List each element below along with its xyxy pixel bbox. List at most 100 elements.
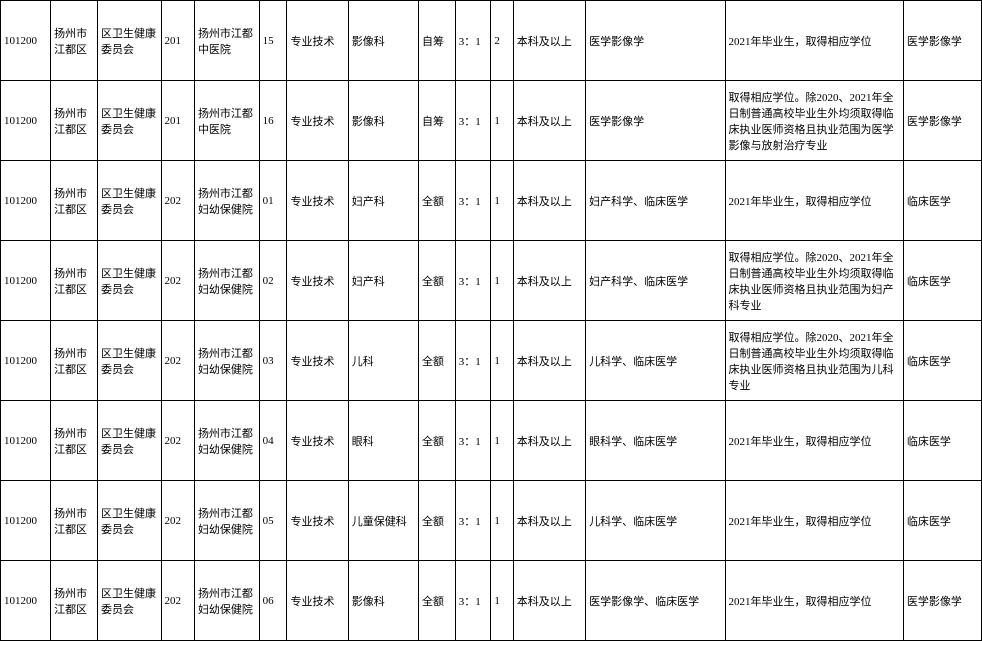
col-edu: 本科及以上	[513, 161, 585, 241]
col-pos-name: 眼科	[348, 401, 418, 481]
col-fund: 全额	[418, 321, 455, 401]
col-region: 扬州市江都区	[51, 161, 98, 241]
col-edu: 本科及以上	[513, 1, 585, 81]
col-pos-type: 专业技术	[287, 241, 348, 321]
col-region: 扬州市江都区	[51, 561, 98, 641]
col-pos-type: 专业技术	[287, 1, 348, 81]
col-dept: 区卫生健康委员会	[97, 481, 161, 561]
col-exam: 临床医学	[903, 241, 981, 321]
col-code: 101200	[1, 321, 51, 401]
col-pos-name: 影像科	[348, 81, 418, 161]
col-fund: 自筹	[418, 1, 455, 81]
col-major: 医学影像学	[586, 81, 725, 161]
col-pos-no: 16	[259, 81, 287, 161]
col-unit-code: 202	[161, 481, 194, 561]
col-count: 1	[491, 321, 513, 401]
col-ratio: 3：1	[455, 81, 491, 161]
col-pos-no: 01	[259, 161, 287, 241]
col-code: 101200	[1, 81, 51, 161]
col-unit-code: 202	[161, 561, 194, 641]
col-exam: 医学影像学	[903, 81, 981, 161]
col-pos-no: 03	[259, 321, 287, 401]
col-unit: 扬州市江都妇幼保健院	[194, 401, 259, 481]
col-other: 2021年毕业生，取得相应学位	[725, 481, 903, 561]
col-fund: 全额	[418, 241, 455, 321]
col-edu: 本科及以上	[513, 81, 585, 161]
col-pos-type: 专业技术	[287, 561, 348, 641]
col-ratio: 3：1	[455, 241, 491, 321]
col-region: 扬州市江都区	[51, 401, 98, 481]
table-row: 101200扬州市江都区区卫生健康委员会201扬州市江都中医院15专业技术影像科…	[1, 1, 982, 81]
col-ratio: 3：1	[455, 561, 491, 641]
col-unit-code: 201	[161, 81, 194, 161]
col-pos-no: 15	[259, 1, 287, 81]
col-exam: 临床医学	[903, 401, 981, 481]
col-exam: 医学影像学	[903, 1, 981, 81]
col-unit: 扬州市江都妇幼保健院	[194, 241, 259, 321]
col-unit-code: 202	[161, 401, 194, 481]
col-unit-code: 202	[161, 321, 194, 401]
col-ratio: 3：1	[455, 481, 491, 561]
col-code: 101200	[1, 1, 51, 81]
col-dept: 区卫生健康委员会	[97, 321, 161, 401]
col-dept: 区卫生健康委员会	[97, 1, 161, 81]
col-edu: 本科及以上	[513, 401, 585, 481]
col-major: 妇产科学、临床医学	[586, 161, 725, 241]
col-pos-name: 影像科	[348, 1, 418, 81]
col-region: 扬州市江都区	[51, 241, 98, 321]
col-fund: 自筹	[418, 81, 455, 161]
col-exam: 临床医学	[903, 161, 981, 241]
col-edu: 本科及以上	[513, 481, 585, 561]
col-pos-no: 04	[259, 401, 287, 481]
col-other: 2021年毕业生，取得相应学位	[725, 161, 903, 241]
col-other: 2021年毕业生，取得相应学位	[725, 561, 903, 641]
col-fund: 全额	[418, 481, 455, 561]
col-ratio: 3：1	[455, 401, 491, 481]
col-ratio: 3：1	[455, 321, 491, 401]
col-pos-no: 02	[259, 241, 287, 321]
col-dept: 区卫生健康委员会	[97, 241, 161, 321]
col-pos-type: 专业技术	[287, 401, 348, 481]
recruitment-table: 101200扬州市江都区区卫生健康委员会201扬州市江都中医院15专业技术影像科…	[0, 0, 982, 641]
table-row: 101200扬州市江都区区卫生健康委员会202扬州市江都妇幼保健院05专业技术儿…	[1, 481, 982, 561]
col-code: 101200	[1, 161, 51, 241]
col-edu: 本科及以上	[513, 241, 585, 321]
col-count: 2	[491, 1, 513, 81]
col-pos-type: 专业技术	[287, 161, 348, 241]
col-ratio: 3：1	[455, 1, 491, 81]
col-fund: 全额	[418, 561, 455, 641]
col-pos-name: 影像科	[348, 561, 418, 641]
col-code: 101200	[1, 401, 51, 481]
col-unit: 扬州市江都中医院	[194, 1, 259, 81]
col-code: 101200	[1, 561, 51, 641]
table-row: 101200扬州市江都区区卫生健康委员会202扬州市江都妇幼保健院01专业技术妇…	[1, 161, 982, 241]
table-row: 101200扬州市江都区区卫生健康委员会202扬州市江都妇幼保健院03专业技术儿…	[1, 321, 982, 401]
col-unit-code: 201	[161, 1, 194, 81]
col-unit: 扬州市江都中医院	[194, 81, 259, 161]
col-region: 扬州市江都区	[51, 481, 98, 561]
col-pos-type: 专业技术	[287, 81, 348, 161]
col-major: 儿科学、临床医学	[586, 481, 725, 561]
col-count: 1	[491, 481, 513, 561]
col-code: 101200	[1, 481, 51, 561]
col-unit: 扬州市江都妇幼保健院	[194, 161, 259, 241]
col-edu: 本科及以上	[513, 561, 585, 641]
col-major: 眼科学、临床医学	[586, 401, 725, 481]
col-other: 2021年毕业生，取得相应学位	[725, 1, 903, 81]
col-count: 1	[491, 241, 513, 321]
col-pos-type: 专业技术	[287, 481, 348, 561]
col-region: 扬州市江都区	[51, 81, 98, 161]
col-exam: 临床医学	[903, 321, 981, 401]
col-pos-name: 妇产科	[348, 161, 418, 241]
table-row: 101200扬州市江都区区卫生健康委员会202扬州市江都妇幼保健院04专业技术眼…	[1, 401, 982, 481]
col-dept: 区卫生健康委员会	[97, 561, 161, 641]
col-count: 1	[491, 401, 513, 481]
table-row: 101200扬州市江都区区卫生健康委员会202扬州市江都妇幼保健院06专业技术影…	[1, 561, 982, 641]
col-count: 1	[491, 81, 513, 161]
col-region: 扬州市江都区	[51, 1, 98, 81]
col-unit-code: 202	[161, 161, 194, 241]
col-pos-name: 妇产科	[348, 241, 418, 321]
col-major: 医学影像学、临床医学	[586, 561, 725, 641]
col-unit: 扬州市江都妇幼保健院	[194, 321, 259, 401]
col-dept: 区卫生健康委员会	[97, 161, 161, 241]
